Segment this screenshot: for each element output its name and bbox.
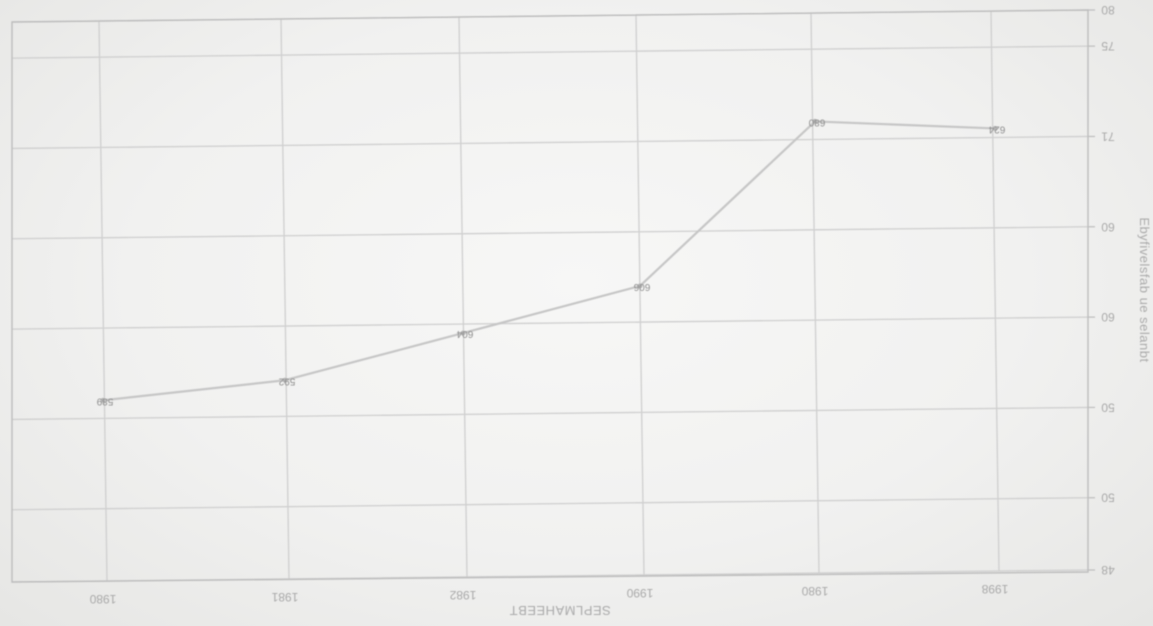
- gridline-horizontal: [11, 316, 1089, 330]
- gridline-vertical: [280, 18, 290, 579]
- gridline-horizontal: [11, 226, 1089, 240]
- data-point: [100, 397, 106, 403]
- x-tick-label: 1981: [271, 590, 298, 604]
- y-tick-label: 60: [1101, 220, 1115, 234]
- gridline-vertical: [990, 11, 1000, 572]
- gridline-horizontal: [11, 406, 1089, 421]
- series-line: [102, 120, 996, 402]
- data-label: 604: [456, 328, 473, 339]
- data-labels: 589 592 604 606 680 624: [96, 116, 1005, 406]
- x-tick-label: 1982: [449, 588, 476, 602]
- data-point: [282, 377, 288, 383]
- series: [100, 118, 998, 403]
- x-tick-label: 1980: [89, 592, 116, 606]
- gridline-vertical: [458, 16, 468, 577]
- gridline-vertical: [98, 20, 108, 581]
- plot-frame: [11, 9, 1089, 583]
- data-label: 592: [278, 375, 295, 386]
- data-label: 680: [808, 116, 825, 127]
- axes: [11, 9, 1095, 583]
- data-label: 589: [96, 395, 113, 406]
- y-axis-title: Ebyfivelsfab ue selanbt: [1137, 217, 1152, 362]
- x-tick-label: 1980: [801, 584, 828, 598]
- gridline-vertical: [810, 13, 820, 574]
- data-point: [460, 330, 466, 336]
- tick-labels: 48 50 50 60 60 71 75 80 1980 1981 1982 1990 1980 1998: [89, 3, 1114, 606]
- data-point: [637, 283, 643, 289]
- x-tick-label: 1990: [626, 586, 653, 600]
- y-tick-label: 50: [1101, 491, 1115, 505]
- gridlines: [11, 9, 1089, 583]
- data-point: [812, 118, 818, 124]
- data-point: [992, 125, 998, 131]
- gridline-horizontal: [11, 45, 1089, 59]
- data-label: 624: [988, 123, 1005, 134]
- y-tick-label: 60: [1101, 310, 1115, 324]
- y-tick-label: 71: [1101, 129, 1115, 143]
- x-axis-title: SEPLMAHEEBT: [509, 603, 611, 618]
- y-tick-label: 75: [1101, 39, 1115, 53]
- x-tick-label: 1998: [981, 582, 1008, 596]
- y-tick-label: 80: [1101, 3, 1115, 17]
- gridline-vertical: [635, 14, 645, 576]
- y-tick-label: 48: [1101, 563, 1115, 577]
- gridline-horizontal: [11, 135, 1089, 150]
- y-tick-label: 50: [1101, 400, 1115, 414]
- gridline-horizontal: [11, 497, 1089, 511]
- data-label: 606: [633, 281, 650, 292]
